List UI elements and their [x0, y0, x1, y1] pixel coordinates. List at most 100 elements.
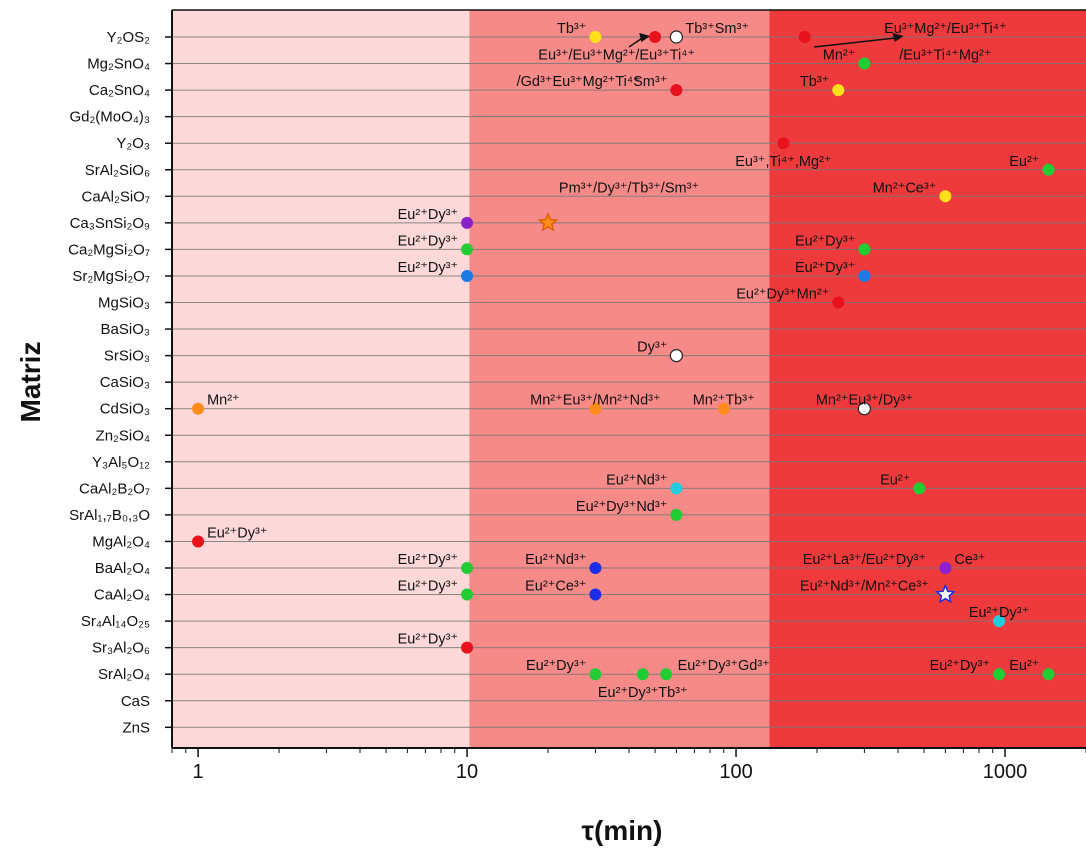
annotation-label: Eu²⁺Dy³⁺Tb³⁺ [598, 685, 688, 701]
annotation-label: Eu²⁺Nd³⁺ [606, 472, 667, 488]
annotation-arrow [628, 37, 643, 48]
y-tick-label: Y₂O₃ [116, 135, 150, 152]
y-tick-label: Y₂OS₂ [107, 29, 151, 46]
y-tick-label: BaSiO₃ [101, 321, 150, 338]
annotation-label: Pm³⁺/Dy³⁺/Tb³⁺/Sm³⁺ [559, 180, 699, 196]
data-point [192, 535, 205, 548]
y-tick-label: Zn₂SiO₄ [96, 427, 150, 444]
data-point [589, 588, 602, 601]
annotation-arrow [813, 37, 896, 48]
y-tick-label: MgSiO₃ [98, 295, 150, 312]
data-point [669, 30, 683, 44]
x-tick-label: 1 [193, 761, 204, 783]
x-tick-label: 1000 [983, 761, 1028, 783]
data-point [461, 562, 474, 574]
annotation-label: Eu²⁺Dy³⁺ [969, 605, 1029, 621]
data-point [858, 57, 871, 70]
horizontal-gridlines [172, 36, 1086, 728]
data-point [670, 84, 683, 97]
data-point [649, 31, 662, 43]
y-tick-label: Mg₂SnO₄ [87, 56, 150, 73]
data-point [461, 243, 474, 256]
y-tick-label: Sr₄Al₁₄O₂₅ [81, 613, 150, 630]
data-point [461, 216, 474, 229]
annotation-label: Eu²⁺ [1009, 658, 1039, 674]
y-tick-label: Sr₃Al₂O₆ [92, 640, 150, 657]
data-points [192, 30, 1055, 681]
data-point [589, 31, 602, 43]
data-point [993, 615, 1006, 628]
annotation-label: Mn²⁺Ce³⁺ [873, 180, 937, 196]
annotation-label: Mn²⁺Tb³⁺ [693, 393, 755, 409]
data-point [913, 482, 926, 495]
annotation-label: Eu²⁺Dy³⁺Gd³⁺ [678, 658, 770, 674]
y-tick-label: CaAl₂B₂O₇ [79, 480, 150, 497]
annotation-label: Eu²⁺ [880, 472, 910, 488]
data-point [461, 269, 474, 282]
data-point [589, 668, 602, 681]
y-tick-label: SrAl₂SiO₆ [85, 162, 150, 179]
y-tick-label: Y₃Al₅O₁₂ [92, 454, 150, 471]
x-tick-label: 100 [719, 761, 752, 783]
x-axis-label: τ(min) [582, 815, 663, 846]
data-point [589, 402, 602, 415]
data-point [589, 562, 602, 574]
annotation-label: Mn²⁺Eu³⁺/Dy³⁺ [816, 393, 913, 409]
data-point [717, 402, 730, 415]
data-point [832, 84, 845, 97]
annotation-label: Eu³⁺Mg²⁺/Eu³⁺Ti⁴⁺ [884, 21, 1007, 37]
x-tick-label: 10 [456, 761, 478, 783]
annotation-label: Tb³⁺Sm³⁺ [685, 21, 749, 37]
annotation-label: Ce³⁺ [954, 552, 985, 568]
data-point [461, 641, 474, 654]
y-tick-label: BaAl₂O₄ [95, 560, 150, 577]
axes: Y₂OS₂ Mg₂SnO₄ Ca₂SnO₄ Gd₂(MoO₄)₃ Y₂O₃ SrAl₂Si… [68, 9, 1086, 783]
data-point-star [537, 211, 559, 232]
annotation-label: Eu²⁺Dy³⁺ [207, 525, 267, 541]
annotation-label: /Eu³⁺Ti⁴⁺Mg²⁺ [899, 48, 991, 64]
data-point [832, 296, 845, 309]
arrow-head [892, 33, 904, 42]
background-region [172, 10, 470, 748]
annotation-label: Eu²⁺Ce³⁺ [525, 579, 586, 595]
data-point [192, 402, 205, 415]
data-point [798, 31, 811, 43]
annotation-label: Eu³⁺,Ti⁴⁺,Mg²⁺ [735, 154, 831, 170]
data-point [669, 349, 683, 363]
annotation-label: Eu²⁺Dy³⁺ [398, 260, 458, 276]
annotation-label: Mn²⁺Eu³⁺/Mn²⁺Nd³⁺ [530, 393, 661, 409]
annotation-label: Eu²⁺Dy³⁺ [930, 658, 990, 674]
annotation-label: Eu²⁺Nd³⁺/Mn²⁺Ce³⁺ [800, 579, 929, 595]
data-point [1042, 163, 1055, 176]
y-tick-label: ZnS [122, 719, 150, 736]
y-tick-label: Ca₃SnSi₂O₉ [70, 215, 150, 232]
annotation-label: Sm³⁺ [633, 74, 667, 90]
annotation-label: Eu²⁺La³⁺/Eu²⁺Dy³⁺ [803, 552, 926, 568]
annotation-label: Eu²⁺Dy³⁺ [398, 233, 458, 249]
annotation-label: Eu²⁺Dy³⁺ [398, 632, 458, 648]
annotation-label: Dy³⁺ [637, 340, 667, 356]
y-tick-label: Ca₂MgSi₂O₇ [68, 241, 150, 258]
background-regions [172, 10, 1086, 748]
annotation-label: Eu²⁺Dy³⁺ [398, 552, 458, 568]
annotation-label: Eu²⁺ [1009, 154, 1039, 170]
annotation-label: Eu³⁺/Eu³⁺Mg²⁺/Eu³⁺Ti⁴⁺ [538, 48, 695, 64]
arrow-head [639, 33, 651, 42]
annotation-label: Tb³⁺ [800, 74, 829, 90]
y-tick-label: MgAl₂O₄ [92, 533, 150, 550]
y-tick-label: Ca₂SnO₄ [89, 82, 150, 99]
data-point [858, 243, 871, 256]
y-axis-label: Matriz [15, 342, 46, 423]
annotation-label: Tb³⁺ [557, 21, 586, 37]
annotation-label: Mn²⁺ [207, 393, 240, 409]
background-region [469, 10, 770, 748]
annotation-label: /Gd³⁺Eu³⁺Mg²⁺Ti⁴⁺ [517, 74, 641, 90]
annotation-label: Eu²⁺Dy³⁺ [398, 579, 458, 595]
y-tick-label: CaAl₂O₄ [94, 587, 150, 604]
data-point [660, 668, 673, 681]
data-point [777, 137, 790, 150]
annotation-label: Eu²⁺Dy³⁺ [795, 233, 855, 249]
data-point [670, 508, 683, 521]
